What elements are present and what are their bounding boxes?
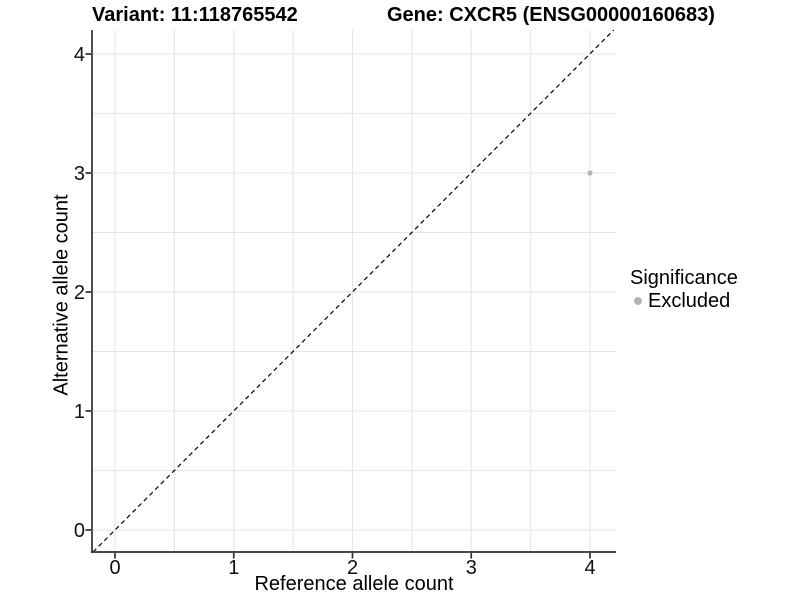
y-tick-label: 2 xyxy=(74,282,85,304)
x-tick-label: 0 xyxy=(109,557,120,579)
plot-title-gene: Gene: CXCR5 (ENSG00000160683) xyxy=(387,4,715,26)
plot-title-variant: Variant: 11:118765542 xyxy=(92,4,298,26)
identity-line xyxy=(92,29,615,553)
x-tick-label: 2 xyxy=(347,557,358,579)
x-tick-label: 1 xyxy=(228,557,239,579)
x-tick-label: 3 xyxy=(466,557,477,579)
legend-point-icon xyxy=(634,297,642,305)
y-axis-label: Alternative allele count xyxy=(50,194,73,396)
y-tick-label: 4 xyxy=(74,44,85,66)
y-tick-label: 3 xyxy=(74,163,85,185)
x-axis-label: Reference allele count xyxy=(254,573,454,595)
legend-title: Significance xyxy=(630,267,738,289)
legend-item: Excluded xyxy=(630,290,738,312)
legend-item-label: Excluded xyxy=(648,290,731,312)
y-tick-label: 0 xyxy=(74,520,85,542)
x-tick-label: 4 xyxy=(584,557,595,579)
legend: Significance Excluded xyxy=(630,266,738,312)
y-tick-label: 1 xyxy=(74,401,85,423)
data-point xyxy=(587,170,593,176)
